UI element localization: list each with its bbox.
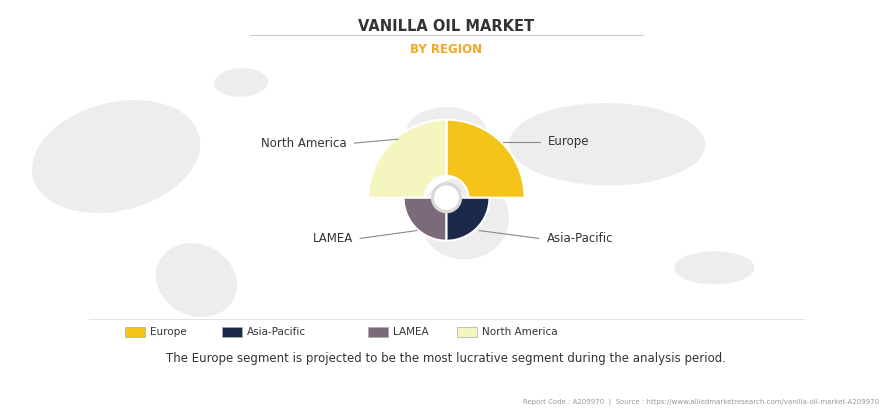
- Wedge shape: [404, 198, 446, 241]
- Wedge shape: [446, 119, 525, 198]
- Ellipse shape: [32, 100, 200, 213]
- Text: Asia-Pacific: Asia-Pacific: [247, 327, 306, 337]
- Ellipse shape: [155, 243, 238, 317]
- Text: North America: North America: [261, 136, 346, 150]
- Text: LAMEA: LAMEA: [393, 327, 429, 337]
- Text: Europe: Europe: [548, 135, 589, 148]
- Ellipse shape: [406, 107, 487, 157]
- Text: Asia-Pacific: Asia-Pacific: [547, 232, 613, 245]
- Ellipse shape: [674, 251, 755, 284]
- Circle shape: [435, 186, 458, 209]
- Wedge shape: [446, 198, 489, 241]
- FancyBboxPatch shape: [368, 327, 388, 337]
- Text: Report Code : A209970  |  Source : https://www.alliedmarketresearch.com/vanilla-: Report Code : A209970 | Source : https:/…: [523, 399, 880, 406]
- Text: Europe: Europe: [150, 327, 187, 337]
- Text: LAMEA: LAMEA: [313, 232, 353, 245]
- FancyBboxPatch shape: [457, 327, 477, 337]
- Text: The Europe segment is projected to be the most lucrative segment during the anal: The Europe segment is projected to be th…: [166, 352, 727, 365]
- Circle shape: [431, 183, 462, 213]
- Wedge shape: [368, 119, 446, 198]
- Ellipse shape: [509, 103, 705, 185]
- FancyBboxPatch shape: [125, 327, 145, 337]
- Ellipse shape: [214, 68, 268, 97]
- Text: VANILLA OIL MARKET: VANILLA OIL MARKET: [358, 19, 535, 33]
- Ellipse shape: [420, 177, 509, 260]
- Text: North America: North America: [482, 327, 558, 337]
- FancyBboxPatch shape: [222, 327, 242, 337]
- Text: BY REGION: BY REGION: [411, 43, 482, 56]
